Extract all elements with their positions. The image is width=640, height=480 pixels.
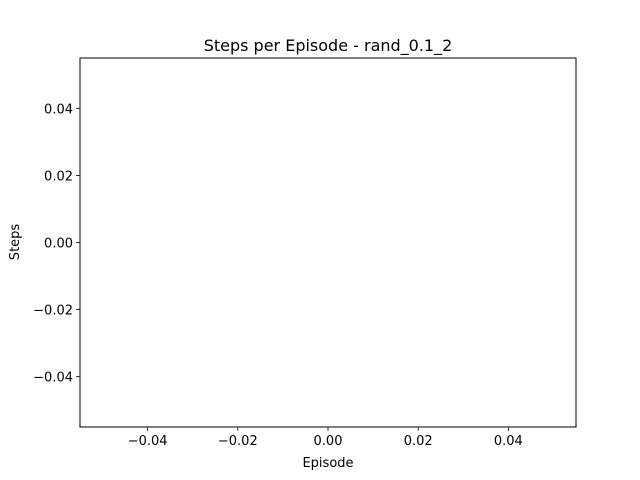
x-axis-label: Episode — [302, 456, 353, 471]
y-tick-label: −0.04 — [33, 371, 73, 386]
chart-title: Steps per Episode - rand_0.1_2 — [204, 36, 453, 56]
y-tick-label: 0.00 — [44, 237, 73, 252]
y-axis-label: Steps — [8, 224, 23, 261]
x-tick-label: −0.04 — [128, 434, 168, 449]
x-tick-label: 0.04 — [494, 434, 523, 449]
y-axis: −0.04 −0.02 0.00 0.02 0.04 — [33, 102, 80, 386]
x-tick-label: 0.02 — [404, 434, 433, 449]
y-tick-label: 0.04 — [44, 102, 73, 117]
x-axis: −0.04 −0.02 0.00 0.02 0.04 — [128, 427, 523, 449]
x-tick-label: −0.02 — [218, 434, 258, 449]
y-tick-label: −0.02 — [33, 304, 73, 319]
y-tick-label: 0.02 — [44, 169, 73, 184]
plot-area — [79, 57, 577, 428]
x-tick-label: 0.00 — [314, 434, 343, 449]
